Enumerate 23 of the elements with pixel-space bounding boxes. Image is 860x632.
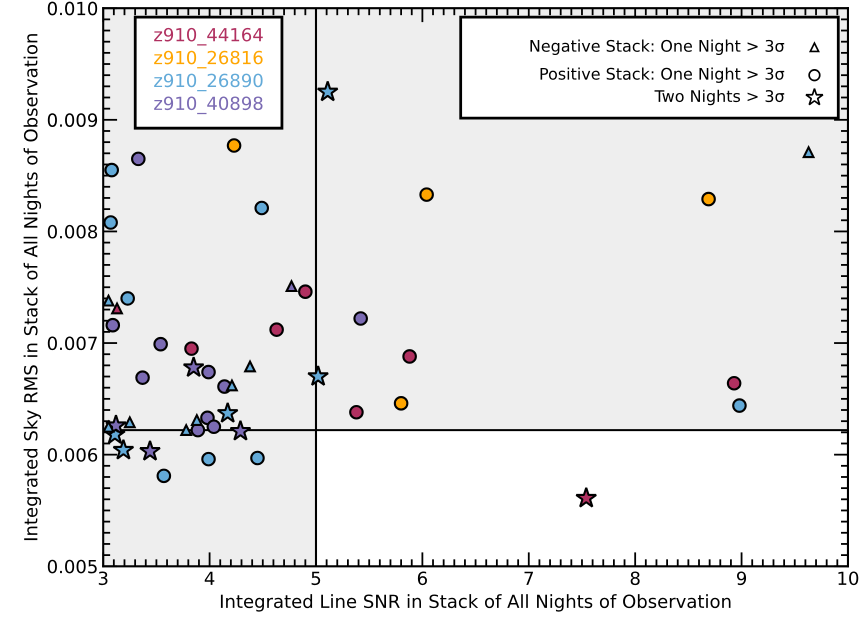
x-tick-label: 9 [736, 571, 746, 586]
annotation: Negative Stack: One Night > 3σ [530, 40, 784, 56]
annotation: Two Nights > 3σ [654, 90, 784, 106]
x-tick-label: 6 [418, 571, 427, 586]
y-tick-label: 0.005 [48, 560, 97, 574]
x-tick-label: 10 [838, 571, 858, 586]
annotation: Positive Stack: One Night > 3σ [540, 67, 784, 83]
x-tick-label: 7 [524, 572, 533, 585]
legend-label: z910_44164 [154, 28, 263, 46]
text: z910_26890 [154, 74, 263, 92]
x-tick-label: 5 [312, 572, 320, 586]
y-tick-label: 0.010 [48, 2, 98, 16]
y-tick-label: 0.006 [48, 448, 98, 462]
x-tick-label: 4 [204, 572, 214, 585]
y-axis-title: Integrated Sky RMS in Stack of All Nights of Observation [24, 34, 42, 540]
x-axis-title: Integrated Line SNR in Stack of All Nights of Observation [220, 594, 730, 612]
y-tick-label: 0.008 [48, 224, 98, 239]
y-tick-label: 0.009 [48, 113, 98, 127]
x-tick-label: 8 [630, 571, 640, 586]
x-tick-label: 3 [98, 571, 108, 586]
text: z910_40898 [154, 96, 263, 114]
text: z910_26816 [154, 50, 263, 68]
y-tick-label: 0.007 [48, 336, 97, 350]
